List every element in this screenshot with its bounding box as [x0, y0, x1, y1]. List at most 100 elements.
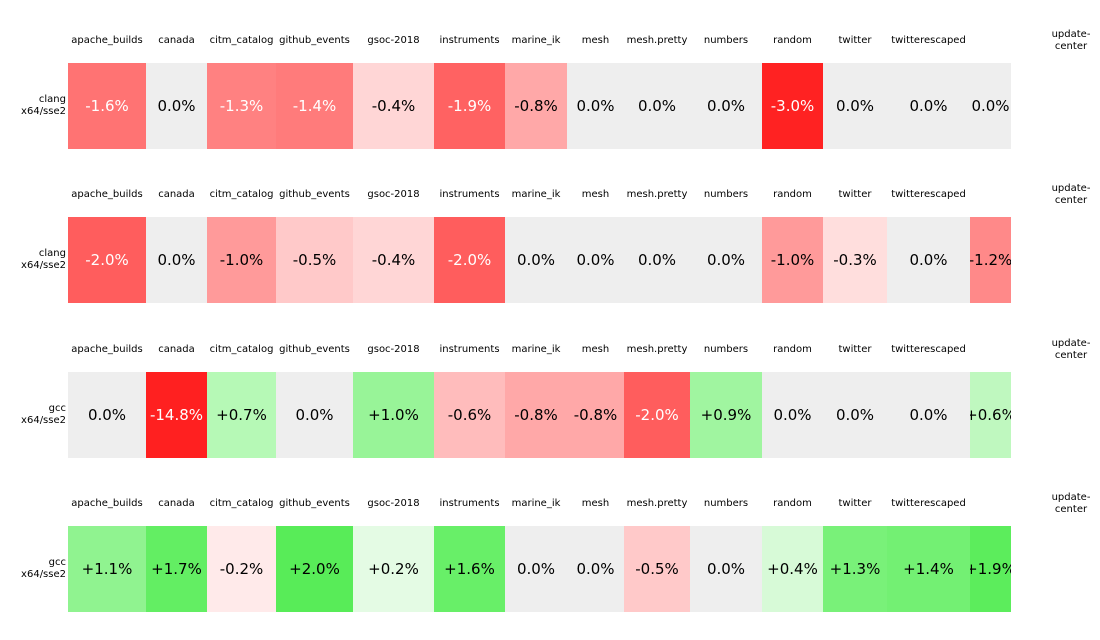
column-header-line: numbers: [703, 35, 749, 46]
column-header-canada: canada: [158, 344, 195, 356]
heatmap-cell-citm_catalog: -1.3%: [207, 63, 276, 149]
heatmap-cell-random: -1.0%: [762, 217, 823, 303]
heatmap-cell-twitter: +1.3%: [823, 526, 887, 612]
column-header-twitterescaped: twitterescaped: [891, 189, 966, 201]
column-header-random: random: [773, 35, 812, 47]
heatmap-cell-github_events: +2.0%: [276, 526, 353, 612]
column-header-line: numbers: [703, 189, 749, 200]
column-header-line: center: [1054, 195, 1088, 206]
heatmap-cell-gsoc-2018: +1.0%: [353, 372, 434, 458]
heatmap-cell-mesh.pretty: -0.5%: [624, 526, 690, 612]
column-header-citm_catalog: citm_catalog: [210, 189, 274, 201]
heatmap-cell-gsoc-2018: +0.2%: [353, 526, 434, 612]
column-header-apache_builds: apache_builds: [71, 344, 142, 356]
heatmap-row: 0.0% -14.8% +0.7% 0.0% +1.0% -0.6% -0.8% -0.8% -…: [68, 372, 1011, 458]
row-label-line: x64/sse2: [21, 106, 66, 117]
column-header-update-center: update-center: [1052, 492, 1091, 516]
heatmap-row: -2.0% 0.0% -1.0% -0.5% -0.4% -2.0% 0.0% 0.0% 0.0…: [68, 217, 1011, 303]
column-header-mesh: mesh: [582, 35, 609, 47]
row-label-line: gcc: [48, 557, 66, 568]
column-header-numbers: numbers: [704, 35, 748, 47]
column-header-line: github_events: [279, 498, 350, 509]
column-header-line: apache_builds: [71, 344, 143, 355]
heatmap-cell-citm_catalog: +0.7%: [207, 372, 276, 458]
heatmap-cell-twitterescaped: 0.0%: [887, 372, 970, 458]
column-header-twitter: twitter: [839, 498, 872, 510]
column-header-line: canada: [158, 344, 195, 355]
column-header-line: instruments: [439, 35, 500, 46]
column-header-mesh.pretty: mesh.pretty: [627, 35, 688, 47]
heatmap-cell-random: -3.0%: [762, 63, 823, 149]
column-header-line: mesh.pretty: [626, 189, 688, 200]
column-header-line: twitterescaped: [891, 344, 966, 355]
column-header-line: update-: [1051, 183, 1091, 194]
heatmap-cell-apache_builds: +1.1%: [68, 526, 146, 612]
column-header-marine_ik: marine_ik: [512, 35, 561, 47]
column-header-line: canada: [158, 498, 195, 509]
heatmap-cell-gsoc-2018: -0.4%: [353, 63, 434, 149]
column-header-line: marine_ik: [511, 189, 561, 200]
column-header-twitter: twitter: [839, 35, 872, 47]
heatmap-cell-instruments: +1.6%: [434, 526, 505, 612]
heatmap-cell-canada: +1.7%: [146, 526, 207, 612]
heatmap-cell-canada: 0.0%: [146, 217, 207, 303]
row-label-line: gcc: [48, 403, 66, 414]
heatmap-row: -1.6% 0.0% -1.3% -1.4% -0.4% -1.9% -0.8% 0.0% 0.…: [68, 63, 1011, 149]
heatmap-cell-github_events: -0.5%: [276, 217, 353, 303]
column-header-line: github_events: [279, 344, 350, 355]
heatmap-cell-marine_ik: -0.8%: [505, 372, 567, 458]
row-label-line: clang: [38, 248, 66, 259]
column-header-line: twitter: [838, 498, 872, 509]
column-header-apache_builds: apache_builds: [71, 35, 142, 47]
heatmap-cell-apache_builds: 0.0%: [68, 372, 146, 458]
column-header-line: instruments: [439, 344, 500, 355]
row-label-line: x64/sse2: [21, 415, 66, 426]
column-header-gsoc-2018: gsoc-2018: [367, 35, 419, 47]
heatmap-cell-twitterescaped: 0.0%: [887, 63, 970, 149]
column-header-line: canada: [158, 35, 195, 46]
heatmap-cell-mesh: 0.0%: [567, 526, 624, 612]
column-header-line: mesh: [581, 344, 610, 355]
column-header-mesh: mesh: [582, 189, 609, 201]
row-label-line: x64/sse2: [21, 260, 66, 271]
column-header-instruments: instruments: [439, 498, 499, 510]
heatmap-cell-twitter: 0.0%: [823, 372, 887, 458]
column-header-mesh: mesh: [582, 498, 609, 510]
column-header-line: citm_catalog: [209, 498, 274, 509]
heatmap-cell-random: 0.0%: [762, 372, 823, 458]
column-header-line: apache_builds: [71, 35, 143, 46]
column-header-canada: canada: [158, 498, 195, 510]
column-header-mesh.pretty: mesh.pretty: [627, 189, 688, 201]
heatmap-cell-marine_ik: 0.0%: [505, 217, 567, 303]
heatmap-cell-canada: 0.0%: [146, 63, 207, 149]
column-header-github_events: github_events: [279, 498, 350, 510]
heatmap-cell-twitter: -0.3%: [823, 217, 887, 303]
column-header-github_events: github_events: [279, 344, 350, 356]
column-header-line: update-: [1051, 29, 1091, 40]
column-header-gsoc-2018: gsoc-2018: [367, 344, 419, 356]
row-label: clang x64/sse2: [0, 94, 66, 118]
column-header-citm_catalog: citm_catalog: [210, 498, 274, 510]
heatmap-cell-mesh.pretty: 0.0%: [624, 217, 690, 303]
heatmap-cell-mesh: -0.8%: [567, 372, 624, 458]
column-header-random: random: [773, 344, 812, 356]
column-header-line: random: [773, 35, 812, 46]
column-header-line: twitter: [838, 35, 872, 46]
column-header-line: update-: [1051, 492, 1091, 503]
heatmap-cell-numbers: +0.9%: [690, 372, 762, 458]
heatmap-cell-numbers: 0.0%: [690, 63, 762, 149]
heatmap-cell-mesh.pretty: 0.0%: [624, 63, 690, 149]
column-header-line: twitter: [838, 189, 872, 200]
column-header-numbers: numbers: [704, 344, 748, 356]
column-header-github_events: github_events: [279, 189, 350, 201]
column-header-line: github_events: [279, 35, 350, 46]
heatmap-cell-mesh.pretty: -2.0%: [624, 372, 690, 458]
column-header-citm_catalog: citm_catalog: [210, 344, 274, 356]
heatmap-cell-instruments: -1.9%: [434, 63, 505, 149]
column-header-gsoc-2018: gsoc-2018: [367, 498, 419, 510]
heatmap-cell-gsoc-2018: -0.4%: [353, 217, 434, 303]
column-header-line: gsoc-2018: [367, 498, 420, 509]
column-header-line: marine_ik: [511, 35, 561, 46]
heatmap-cell-twitterescaped: 0.0%: [887, 217, 970, 303]
column-header-line: center: [1054, 504, 1088, 515]
